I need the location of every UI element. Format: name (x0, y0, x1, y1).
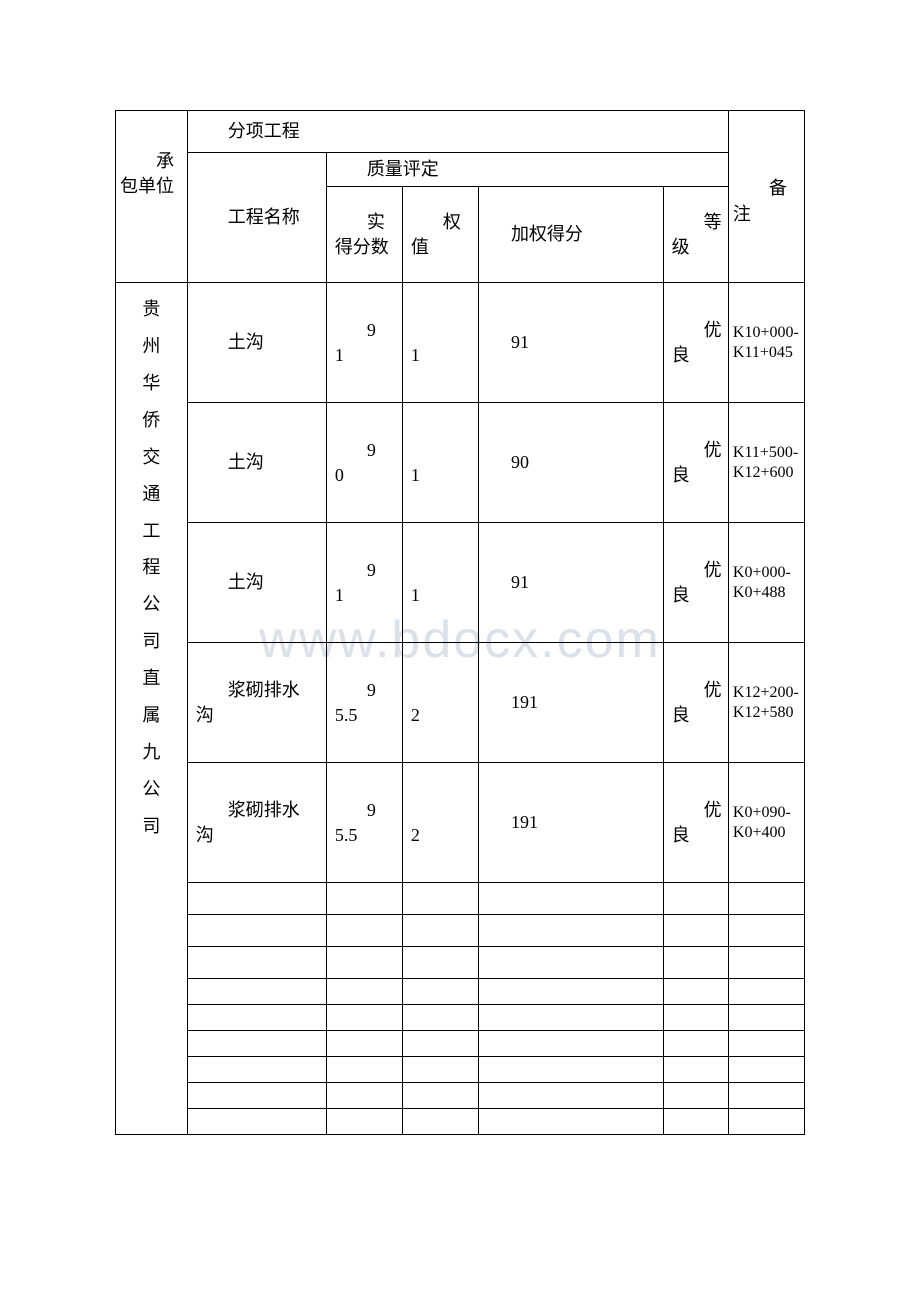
cell-score: 9 0 (326, 403, 402, 523)
table-row-empty (116, 947, 805, 979)
table-row-empty (116, 883, 805, 915)
table-row-empty (116, 979, 805, 1005)
cell-weight: 2 (402, 643, 478, 763)
table-row: 浆砌排水 沟 9 5.5 2 191 优 良 K12+200-K12+580 (116, 643, 805, 763)
table-row: 土沟 9 0 1 90 优 良 K11+500-K12+600 (116, 403, 805, 523)
hdr-contractor-rest: 包单位 (120, 176, 174, 196)
cell-weight: 2 (402, 763, 478, 883)
hdr-contractor-pre: 承 (120, 149, 183, 174)
table-row: 浆砌排水 沟 9 5.5 2 191 优 良 K0+090-K0+400 (116, 763, 805, 883)
cell-weighted: 91 (478, 523, 663, 643)
cell-note: K0+090-K0+400 (728, 763, 804, 883)
cell-weight: 1 (402, 283, 478, 403)
cell-grade: 优 良 (663, 643, 728, 763)
table-row-empty (116, 1083, 805, 1109)
table-row-empty (116, 1031, 805, 1057)
cell-note: K12+200-K12+580 (728, 643, 804, 763)
hdr-notes: 备 注 (728, 111, 804, 283)
contractor-name: 贵州华侨交通工程公司直属九公司 (141, 291, 161, 844)
table-row-empty (116, 915, 805, 947)
table-row: 土沟 9 1 1 91 优 良 K0+000-K0+488 (116, 523, 805, 643)
cell-score: 9 5.5 (326, 643, 402, 763)
hdr-grade: 等 级 (663, 187, 728, 283)
cell-score: 9 1 (326, 523, 402, 643)
cell-note: K11+500-K12+600 (728, 403, 804, 523)
cell-project: 土沟 (187, 523, 326, 643)
hdr-weight: 权 值 (402, 187, 478, 283)
cell-grade: 优 良 (663, 283, 728, 403)
cell-grade: 优 良 (663, 523, 728, 643)
table-row-empty (116, 1057, 805, 1083)
cell-score: 9 1 (326, 283, 402, 403)
cell-weighted: 191 (478, 643, 663, 763)
cell-weighted: 91 (478, 283, 663, 403)
cell-grade: 优 良 (663, 763, 728, 883)
cell-weighted: 90 (478, 403, 663, 523)
cell-weight: 1 (402, 403, 478, 523)
cell-weight: 1 (402, 523, 478, 643)
hdr-contractor: 承 包单位 (116, 111, 188, 283)
hdr-score: 实 得分数 (326, 187, 402, 283)
cell-score: 9 5.5 (326, 763, 402, 883)
cell-project: 土沟 (187, 283, 326, 403)
cell-grade: 优 良 (663, 403, 728, 523)
cell-project: 土沟 (187, 403, 326, 523)
contractor-cell: 贵州华侨交通工程公司直属九公司 (116, 283, 188, 1135)
evaluation-table: 承 包单位 分项工程 备 注 工程名称 质量评定 实 得分数 权 值 加权得分 (115, 110, 805, 1135)
table-row-empty (116, 1005, 805, 1031)
cell-note: K0+000-K0+488 (728, 523, 804, 643)
cell-project: 浆砌排水 沟 (187, 643, 326, 763)
hdr-project-name: 工程名称 (187, 153, 326, 283)
table-row: 贵州华侨交通工程公司直属九公司 土沟 9 1 1 91 优 良 K10+000-… (116, 283, 805, 403)
hdr-quality: 质量评定 (326, 153, 728, 187)
cell-project: 浆砌排水 沟 (187, 763, 326, 883)
hdr-weighted: 加权得分 (478, 187, 663, 283)
table-row-empty (116, 1109, 805, 1135)
cell-note: K10+000-K11+045 (728, 283, 804, 403)
cell-weighted: 191 (478, 763, 663, 883)
hdr-subproject: 分项工程 (187, 111, 728, 153)
